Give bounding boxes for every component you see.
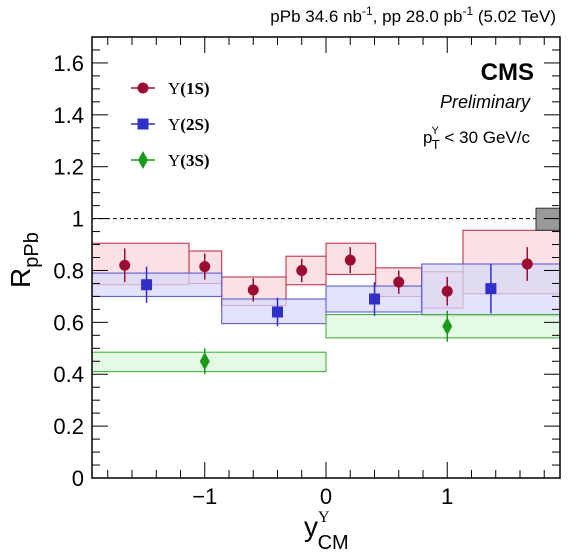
marker-s0-p0	[119, 259, 131, 271]
lumi-text-3: (5.02 TeV)	[473, 7, 556, 26]
marker-s1-p2	[368, 293, 380, 305]
lumi-text-1: pPb 34.6 nb	[270, 7, 362, 26]
legend-label-2: Υ(3S)	[168, 151, 210, 170]
lumi-sup-2: -1	[462, 4, 473, 18]
experiment-label: CMS	[481, 59, 534, 86]
legend-label-main-2: Υ	[168, 151, 180, 170]
y-tick-label-6: 1.2	[53, 155, 84, 180]
x-axis-title-sup: Υ	[318, 509, 330, 526]
x-axis-title: yΥ CM	[304, 509, 349, 554]
marker-s0-p2	[247, 284, 259, 296]
x-tick-label-1: 0	[320, 484, 332, 509]
x-tick-label-0: −1	[192, 484, 217, 509]
data-points	[119, 247, 533, 375]
marker-s0-p5	[393, 276, 405, 288]
status-label: Preliminary	[440, 92, 531, 112]
legend-marker-0	[137, 82, 149, 94]
marker-s1-p0	[141, 279, 153, 291]
legend-label-state-2: (3S)	[180, 151, 209, 170]
legend-label-state-0: (1S)	[180, 79, 209, 98]
y-axis-title-main: R	[5, 268, 36, 288]
marker-s2-p0	[199, 352, 210, 371]
legend: Υ(1S)Υ(2S)Υ(3S)	[131, 79, 210, 170]
systematic-boxes	[91, 229, 561, 373]
marker-s0-p3	[296, 264, 308, 276]
x-axis-title-sub: CM	[318, 532, 349, 554]
pt-cut-p: p	[423, 128, 432, 147]
x-tick-label-2: 1	[441, 484, 453, 509]
pt-cut-sup: Υ	[431, 125, 439, 137]
legend-marker-1	[137, 118, 149, 130]
marker-s0-p1	[199, 261, 211, 273]
luminosity-header: pPb 34.6 nb-1, pp 28.0 pb-1 (5.02 TeV)	[270, 4, 556, 26]
marker-s1-p3	[485, 283, 497, 295]
lumi-sup-1: -1	[362, 4, 373, 18]
marker-s0-p4	[344, 254, 356, 266]
y-tick-label-8: 1.6	[53, 51, 84, 76]
y-axis-title: RpPb	[5, 232, 43, 288]
global-uncertainty-box	[535, 207, 561, 231]
x-axis-title-main: y	[304, 511, 318, 542]
legend-label-1: Υ(2S)	[168, 115, 210, 134]
legend-marker-2	[138, 151, 148, 169]
legend-label-main-1: Υ	[168, 115, 180, 134]
pt-cut-sub: T	[432, 137, 440, 152]
sys-box-s1-p0	[91, 272, 223, 297]
pt-cut-label: pΥ T < 30 GeV/c	[423, 125, 531, 152]
marker-s1-p1	[272, 306, 284, 318]
axis-ticks: 0 0.2 0.4 0.6 0.8 1 1.2 1.4 1.6 −1 0 1	[53, 36, 560, 509]
y-tick-label-4: 0.8	[53, 258, 84, 283]
marker-s2-p1	[442, 317, 453, 336]
y-axis-title-sub: pPb	[21, 232, 43, 268]
legend-label-main-0: Υ	[168, 79, 180, 98]
pt-cut-rest: < 30 GeV/c	[440, 128, 531, 147]
lumi-text-2: , pp 28.0 pb	[373, 7, 463, 26]
y-tick-label-3: 0.6	[53, 310, 84, 335]
y-tick-label-2: 0.4	[53, 362, 84, 387]
legend-label-0: Υ(1S)	[168, 79, 210, 98]
y-tick-label-0: 0	[72, 466, 84, 491]
marker-s0-p7	[521, 258, 533, 270]
marker-s0-p6	[441, 285, 453, 297]
legend-label-state-1: (2S)	[180, 115, 209, 134]
y-tick-label-1: 0.2	[53, 414, 84, 439]
y-tick-label-7: 1.4	[53, 103, 84, 128]
y-tick-label-5: 1	[72, 207, 84, 232]
global-uncertainty-rect	[535, 207, 561, 231]
